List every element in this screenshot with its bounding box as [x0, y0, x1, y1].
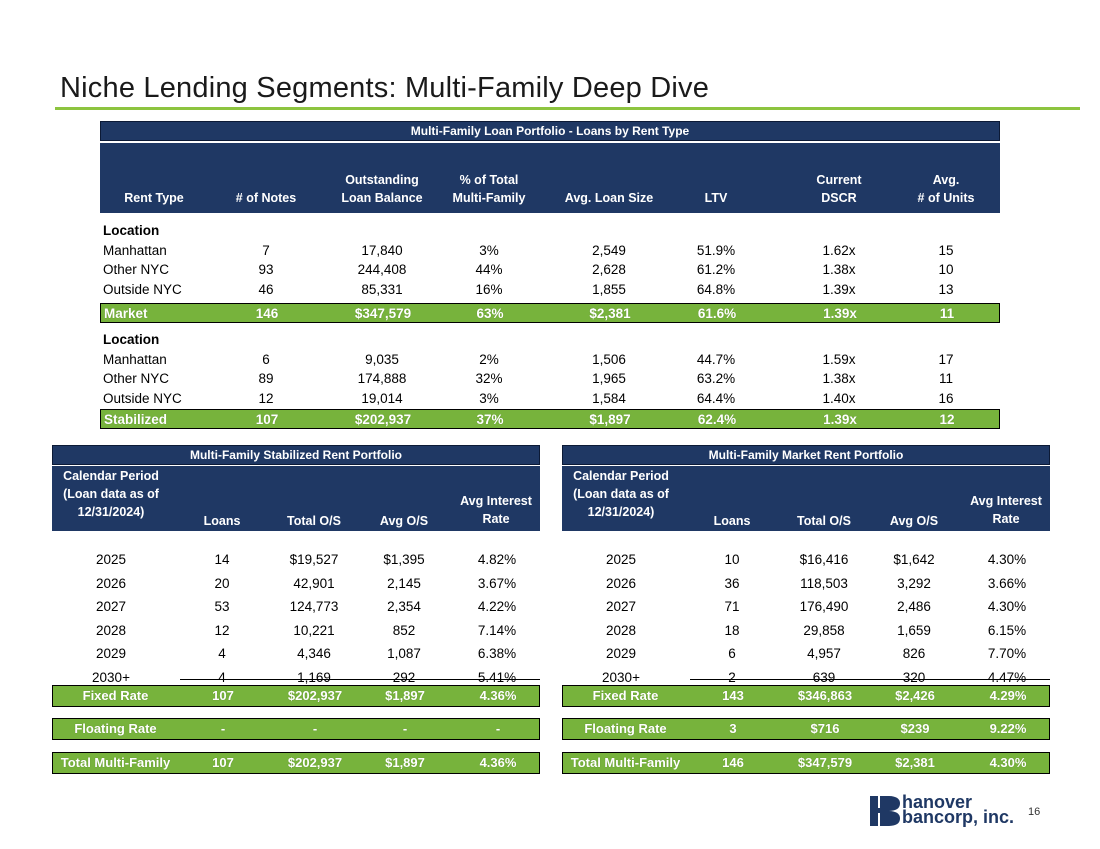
- header-units: Avg. # of Units: [917, 173, 975, 205]
- fixed-rate-row: Fixed Rate 143 $346,863 $2,426 4.29%: [562, 685, 1050, 707]
- header-avg-size: Avg. Loan Size: [564, 191, 654, 205]
- floating-rate-row: Floating Rate - - - -: [52, 718, 540, 740]
- table-row: 2026 36 118,503 3,292 3.66%: [605, 575, 1027, 591]
- page-number: 16: [1028, 806, 1041, 818]
- table-row: 2029 4 4,346 1,087 6.38%: [95, 646, 517, 661]
- header-balance: Outstanding Loan Balance: [341, 173, 423, 205]
- table-row: Outside NYC 46 85,331 16% 1,855 64.8% 1.…: [103, 281, 954, 297]
- market-total-row: Market 146 $347,579 63% $2,381 61.6% 1.3…: [100, 303, 1000, 323]
- header-pct-total: % of Total Multi-Family: [452, 173, 526, 205]
- totals-underline: [690, 679, 1050, 680]
- header-dscr: Current DSCR: [816, 173, 862, 205]
- market-rent-panel: Multi-Family Market Rent Portfolio Calen…: [562, 445, 1050, 774]
- market-panel-header: Calendar Period (Loan data as of 12/31/2…: [562, 466, 1050, 531]
- total-multifamily-row: Total Multi-Family 107 $202,937 $1,897 4…: [52, 752, 540, 774]
- table-row: 2027 53 124,773 2,354 4.22%: [95, 599, 517, 614]
- table-row: Outside NYC 12 19,014 3% 1,584 64.4% 1.4…: [103, 390, 954, 406]
- hanover-logo-icon: [870, 796, 900, 826]
- total-multifamily-row: Total Multi-Family 146 $347,579 $2,381 4…: [562, 752, 1050, 774]
- stabilized-total-row: Stabilized 107 $202,937 37% $1,897 62.4%…: [100, 409, 1000, 429]
- logo-text-line1: hanover: [902, 792, 973, 812]
- section-label: Location: [103, 223, 160, 238]
- table-row: 2030+ 4 1,169 292 5.41%: [92, 669, 517, 685]
- market-panel-title: Multi-Family Market Rent Portfolio: [562, 445, 1050, 465]
- table-row: 2027 71 176,490 2,486 4.30%: [605, 599, 1027, 614]
- table-row: 2030+ 2 639 320 4.47%: [602, 669, 1027, 685]
- totals-underline: [180, 679, 540, 680]
- table-row: Manhattan 7 17,840 3% 2,549 51.9% 1.62x …: [103, 242, 954, 258]
- fixed-rate-row: Fixed Rate 107 $202,937 $1,897 4.36%: [52, 685, 540, 707]
- page-title: Niche Lending Segments: Multi-Family Dee…: [60, 72, 710, 104]
- header-notes: # of Notes: [235, 191, 297, 205]
- table-row: 2025 10 $16,416 $1,642 4.30%: [605, 552, 1027, 567]
- stabilized-section: Location Manhattan 6 9,035 2% 1,506 44.7…: [100, 330, 1000, 429]
- loan-portfolio-title: Multi-Family Loan Portfolio - Loans by R…: [100, 121, 1000, 141]
- stabilized-panel-title: Multi-Family Stabilized Rent Portfolio: [52, 445, 540, 465]
- table-row: 2029 6 4,957 826 7.70%: [605, 646, 1027, 661]
- floating-rate-row: Floating Rate 3 $716 $239 9.22%: [562, 718, 1050, 740]
- loan-portfolio-header: Rent Type # of Notes Outstanding Loan Ba…: [100, 143, 1000, 213]
- section-label: Location: [103, 332, 160, 347]
- title-divider: [55, 107, 1080, 110]
- table-row: Manhattan 6 9,035 2% 1,506 44.7% 1.59x 1…: [103, 351, 954, 367]
- stabilized-rent-panel: Multi-Family Stabilized Rent Portfolio C…: [52, 445, 540, 774]
- table-row: Other NYC 93 244,408 44% 2,628 61.2% 1.3…: [103, 262, 954, 277]
- header-ltv: LTV: [704, 191, 728, 205]
- table-row: Other NYC 89 174,888 32% 1,965 63.2% 1.3…: [103, 371, 953, 386]
- loan-portfolio-table: Multi-Family Loan Portfolio - Loans by R…: [100, 121, 1000, 213]
- table-row: 2025 14 $19,527 $1,395 4.82%: [95, 552, 517, 567]
- table-row: 2028 18 29,858 1,659 6.15%: [605, 622, 1027, 638]
- table-row: 2026 20 42,901 2,145 3.67%: [95, 575, 517, 591]
- stabilized-panel-header: Calendar Period (Loan data as of 12/31/2…: [52, 466, 540, 531]
- header-rent-type: Rent Type: [124, 191, 184, 205]
- table-row: 2028 12 10,221 852 7.14%: [95, 622, 517, 638]
- logo-text-line2: bancorp, inc.: [902, 807, 1015, 827]
- market-section: Location Manhattan 7 17,840 3% 2,549 51.…: [100, 221, 1000, 323]
